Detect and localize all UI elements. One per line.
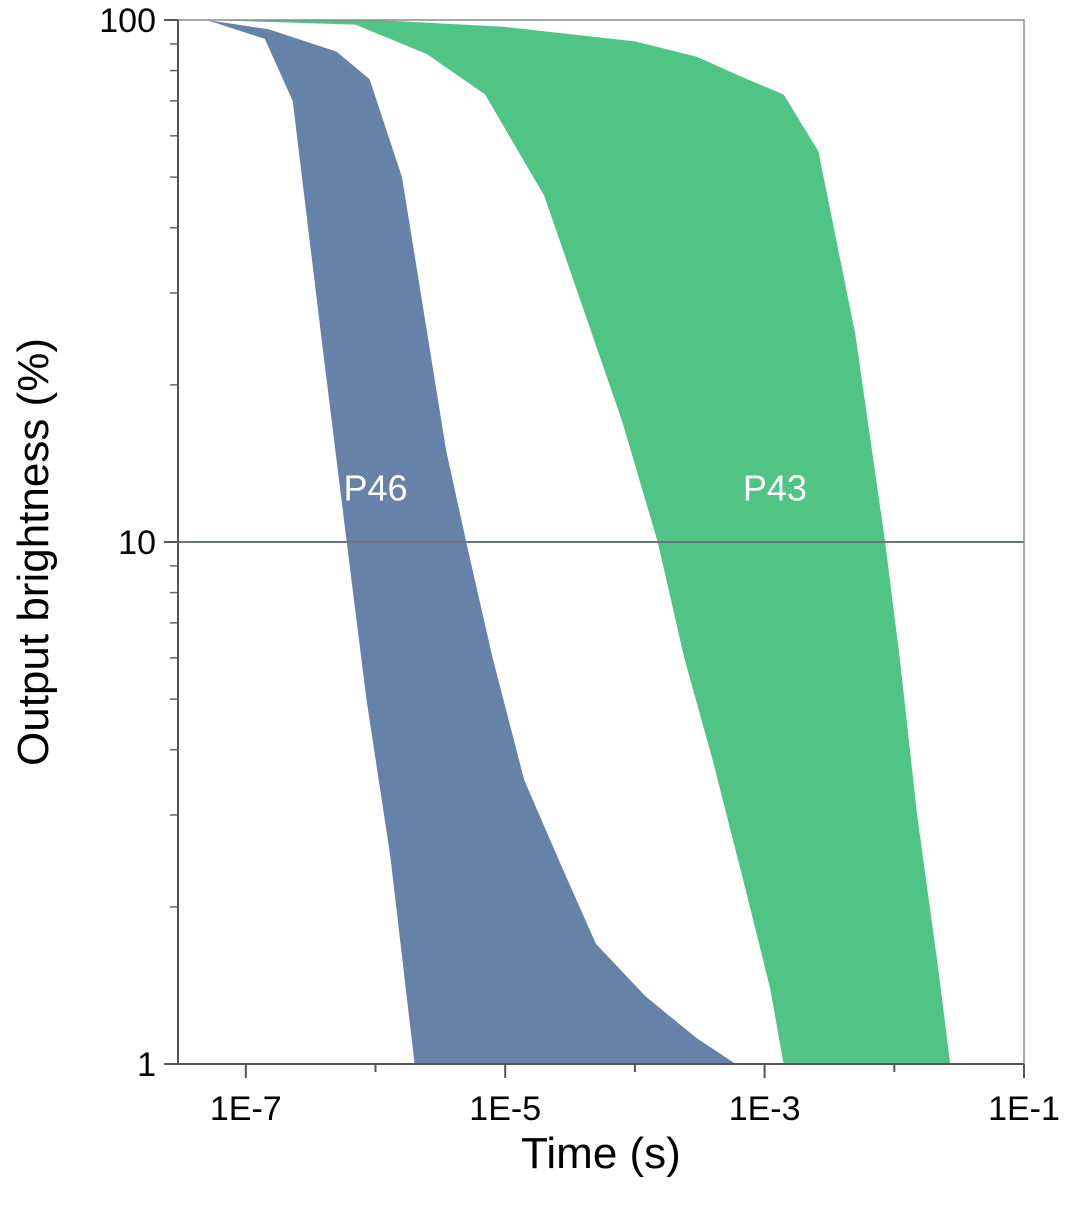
- chart-areas: [206, 20, 951, 1064]
- x-tick-label: 1E-1: [988, 1090, 1060, 1128]
- y-tick-label: 10: [118, 524, 156, 562]
- x-axis-title: Time (s): [521, 1129, 681, 1178]
- y-tick-label: 100: [99, 2, 156, 40]
- x-axis-ticks: 1E-7 1E-5 1E-3 1E-1: [210, 1064, 1060, 1128]
- y-axis-title: Output brightness (%): [9, 338, 58, 766]
- y-tick-label: 1: [137, 1046, 156, 1084]
- series-label-p43: P43: [743, 468, 807, 509]
- series-area-p43: [206, 20, 951, 1064]
- series-label-p46: P46: [343, 468, 407, 509]
- x-tick-label: 1E-3: [729, 1090, 801, 1128]
- series-area-p46: [206, 20, 736, 1064]
- y-minor-ticks: [170, 43, 178, 908]
- y-axis-ticks: 1 10 100: [99, 2, 178, 1084]
- series-labels: P46 P43: [343, 468, 806, 509]
- x-tick-label: 1E-5: [469, 1090, 541, 1128]
- x-tick-label: 1E-7: [210, 1090, 282, 1128]
